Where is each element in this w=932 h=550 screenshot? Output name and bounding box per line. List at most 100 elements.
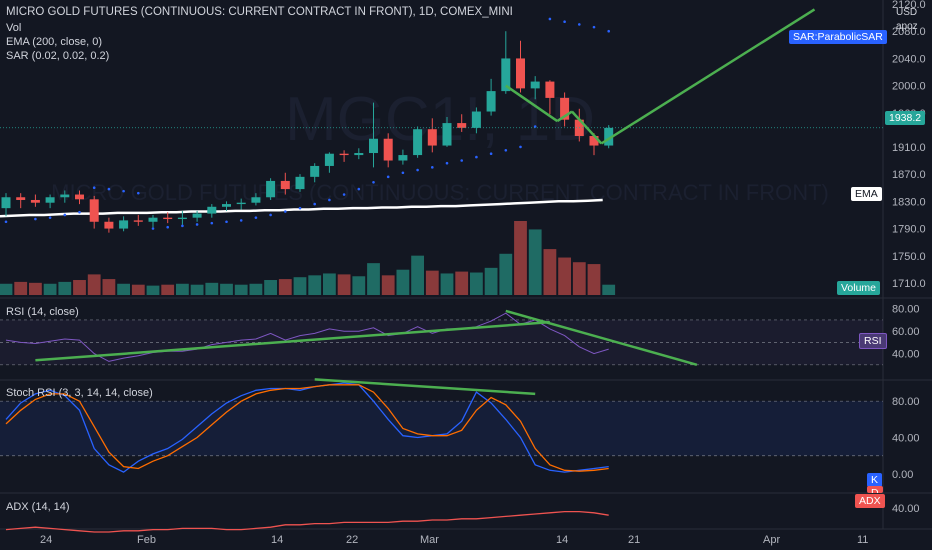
sar-dot [284, 210, 287, 213]
x-tick-label: 14 [271, 534, 283, 546]
sar-dot [63, 213, 67, 217]
volume-bar [220, 283, 233, 295]
candle-body [486, 91, 496, 112]
sar-dot [578, 23, 581, 26]
candle-body [104, 221, 114, 229]
volume-bar [264, 280, 277, 295]
legend-stoch-rsi: Stoch RSI (3, 3, 14, 14, close) [6, 387, 153, 399]
candle-body [163, 217, 173, 220]
rsi-tick-label: 40.00 [892, 349, 920, 361]
x-tick-label: 11 [857, 534, 868, 546]
volume-bar [146, 285, 160, 295]
sar-dot [137, 191, 140, 195]
price-tick-label: 1830.0 [892, 196, 926, 208]
price-tick-label: 1790.0 [892, 224, 926, 236]
volume-bar [14, 281, 28, 295]
volume-bar [528, 229, 542, 295]
candle-body [266, 180, 276, 198]
price-tick-label: 1870.0 [892, 169, 926, 181]
rsi-tick-label: 60.00 [892, 326, 920, 338]
sar-dot [151, 227, 155, 230]
volume-bar [381, 275, 395, 295]
sar-dot [592, 25, 596, 29]
candle-body [427, 129, 437, 146]
sar-dot [386, 175, 390, 179]
currency-label[interactable]: USD [896, 7, 918, 18]
price-tick-label: 1750.0 [892, 251, 926, 263]
stoch-tick-label: 80.00 [892, 396, 920, 408]
trendline [556, 110, 573, 123]
volume-bar [514, 221, 527, 295]
rsi-trendline [505, 309, 698, 366]
badge-rsi: RSI [859, 333, 887, 349]
price-tick-label: 1910.0 [892, 142, 926, 154]
candle-body [222, 204, 231, 207]
volume-bar [352, 276, 366, 295]
candle-body [560, 97, 570, 120]
chart-title: MICRO GOLD FUTURES (CONTINUOUS: CURRENT … [6, 6, 513, 18]
volume-bar [558, 257, 571, 295]
sar-dot [298, 206, 302, 210]
candle-body [45, 197, 55, 203]
stoch-band [0, 401, 883, 456]
volume-bar [425, 270, 439, 295]
sar-dot [328, 198, 331, 202]
sort-label[interactable]: apoz [896, 21, 918, 32]
sar-dot [4, 220, 8, 224]
sar-dot [563, 20, 566, 23]
trendline [505, 84, 558, 123]
volume-bar [102, 279, 116, 295]
stoch-tick-label: 40.00 [892, 433, 920, 445]
volume-bar [440, 273, 454, 295]
candle-body [516, 58, 525, 89]
adx-tick-label: 40.00 [892, 503, 920, 515]
volume-bar [278, 279, 292, 295]
legend-vol: Vol [6, 22, 22, 34]
candle-body [354, 153, 364, 156]
sar-dot [357, 187, 361, 191]
candle-body [457, 123, 467, 128]
volume-bar [87, 274, 101, 295]
volume-bar [205, 282, 219, 295]
sar-dot [210, 221, 214, 225]
x-tick-label: Mar [420, 534, 439, 546]
stoch-trendline [314, 378, 536, 396]
candle-body [369, 138, 378, 154]
sar-dot [401, 171, 405, 175]
sar-dot [225, 220, 228, 224]
volume-bar [117, 283, 130, 295]
watermark-description: MICRO GOLD FUTURES (CONTINUOUS: CURRENT … [51, 180, 829, 205]
sar-dot [195, 223, 199, 226]
candle-body [604, 127, 614, 146]
legend-sar: SAR (0.02, 0.02, 0.2) [6, 50, 110, 62]
x-tick-label: 22 [346, 534, 358, 546]
volume-bar [543, 249, 557, 295]
volume-bar [29, 282, 42, 295]
watermark-symbol: MGC1!, 1D [285, 85, 595, 154]
candle-body [236, 202, 246, 205]
candle-body [545, 81, 555, 98]
legend-rsi: RSI (14, close) [6, 306, 79, 318]
price-tick-label: 2120.0 [892, 0, 926, 11]
candle-body [192, 213, 202, 218]
price-tick-label: 1710.0 [892, 278, 926, 290]
volume-bar [176, 283, 189, 295]
rsi-trendline [35, 320, 550, 362]
adx-line [5, 510, 609, 533]
volume-bar [58, 281, 72, 295]
candle-body [133, 220, 143, 222]
stoch-d-line [5, 384, 609, 472]
badge-ema: EMA [851, 187, 882, 201]
badge-k: K [867, 473, 883, 487]
x-tick-label: 21 [628, 534, 640, 546]
candle-body [280, 180, 290, 190]
candle-body [398, 155, 408, 161]
candle-body [383, 138, 393, 161]
x-tick-label: 24 [40, 534, 52, 546]
candle-body [30, 199, 40, 203]
candle-body [119, 220, 129, 229]
candle-body [75, 194, 84, 200]
x-tick-label: Feb [137, 534, 156, 546]
price-tick-label: 2080.0 [892, 26, 926, 38]
